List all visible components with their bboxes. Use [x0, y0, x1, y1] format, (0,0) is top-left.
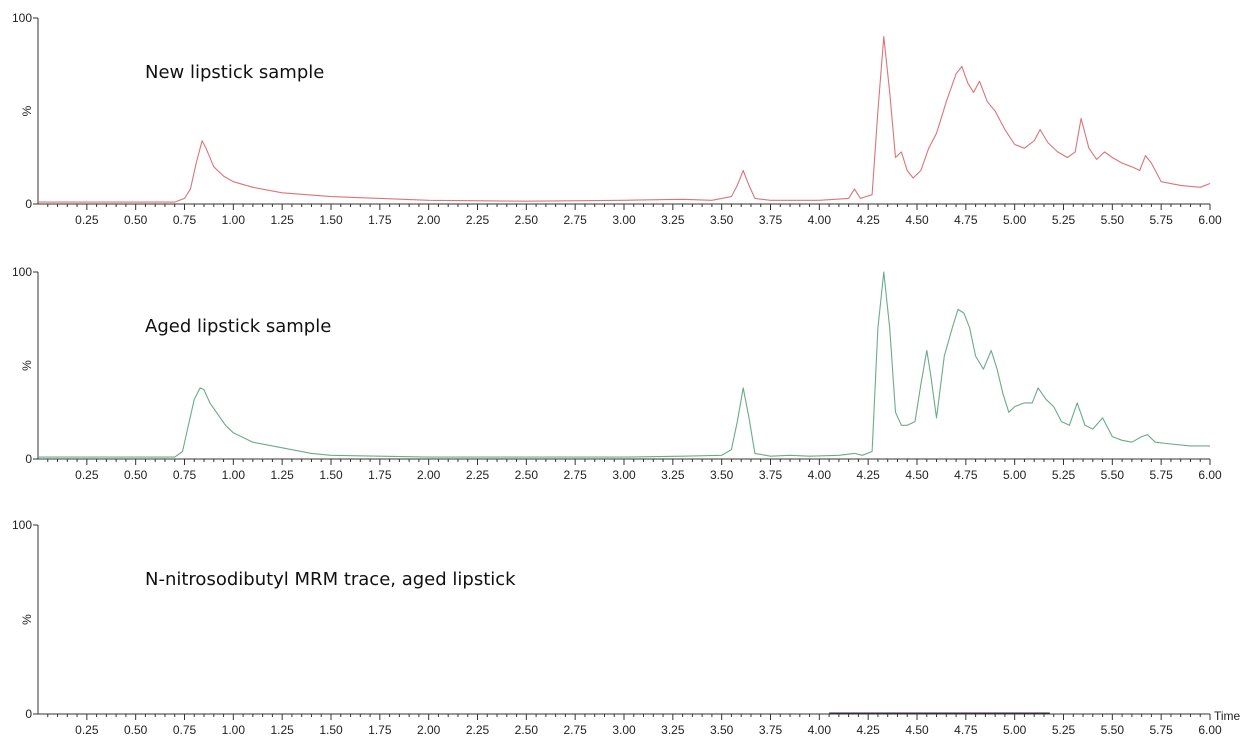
x-tick-label: 2.00: [417, 723, 441, 737]
x-tick-label: 1.75: [368, 468, 392, 482]
x-tick-label: 2.00: [417, 468, 441, 482]
x-tick-label: 6.00: [1198, 723, 1222, 737]
x-tick-label: 4.25: [856, 213, 880, 227]
panel-new-lipstick: 0 100% 0.25 0.50 0.75 1.00 1.25 1.50 1.75 2.00 2.2…: [12, 11, 1222, 227]
panel-aged-lipstick: 0 100% 0.25 0.50 0.75 1.00 1.25 1.50 1.75 2.00 2.2…: [12, 265, 1222, 482]
y-tick-label: 100: [12, 518, 32, 532]
x-tick-label: 1.75: [368, 723, 392, 737]
x-tick-label: 1.25: [270, 468, 294, 482]
x-tick-label: 4.75: [954, 468, 978, 482]
x-tick-label: 3.75: [759, 723, 783, 737]
x-tick-label: 4.00: [808, 723, 832, 737]
x-tick-label: 3.00: [612, 723, 636, 737]
y-tick-label: 0: [25, 197, 32, 211]
x-tick-label: 2.25: [466, 723, 490, 737]
x-tick-label: 4.25: [856, 723, 880, 737]
trace-line: [38, 36, 1211, 203]
y-axis-label: %: [20, 105, 34, 116]
x-tick-label: 0.75: [173, 468, 197, 482]
x-tick-label: 1.50: [319, 723, 343, 737]
x-axis-label: Time: [1214, 709, 1241, 723]
x-tick-label: 5.75: [1149, 723, 1173, 737]
x-tick-label: 5.25: [1052, 468, 1076, 482]
x-tick-label: 3.50: [710, 468, 734, 482]
x-tick-label: 2.75: [563, 213, 587, 227]
x-tick-label: 2.50: [515, 213, 539, 227]
x-tick-label: 2.50: [515, 468, 539, 482]
y-axis-label: %: [20, 360, 34, 371]
x-tick-label: 5.50: [1101, 723, 1125, 737]
x-tick-label: 3.00: [612, 468, 636, 482]
x-tick-label: 0.50: [124, 468, 148, 482]
x-tick-label: 2.00: [417, 213, 441, 227]
x-tick-label: 4.00: [808, 213, 832, 227]
x-tick-label: 1.50: [319, 213, 343, 227]
x-tick-label: 0.75: [173, 213, 197, 227]
x-tick-label: 1.00: [222, 468, 246, 482]
x-tick-label: 1.75: [368, 213, 392, 227]
panel-title: N-nitrosodibutyl MRM trace, aged lipstic…: [145, 569, 516, 590]
x-tick-label: 3.25: [661, 723, 685, 737]
x-tick-label: 2.75: [563, 723, 587, 737]
x-tick-label: 0.50: [124, 723, 148, 737]
x-tick-label: 3.25: [661, 213, 685, 227]
y-tick-label: 100: [12, 265, 32, 279]
x-tick-label: 5.50: [1101, 213, 1125, 227]
x-tick-label: 4.75: [954, 213, 978, 227]
x-tick-label: 0.50: [124, 213, 148, 227]
x-tick-label: 1.00: [222, 213, 246, 227]
panel-title: New lipstick sample: [145, 62, 324, 83]
x-tick-label: 6.00: [1198, 213, 1222, 227]
x-tick-label: 3.00: [612, 213, 636, 227]
x-tick-label: 5.00: [1003, 213, 1027, 227]
x-tick-label: 4.50: [905, 723, 929, 737]
y-axis-label: %: [20, 614, 34, 625]
panel-title: Aged lipstick sample: [145, 316, 331, 337]
x-tick-label: 2.75: [563, 468, 587, 482]
x-tick-label: 3.50: [710, 723, 734, 737]
x-tick-label: 0.25: [75, 723, 99, 737]
x-tick-label: 1.50: [319, 468, 343, 482]
x-tick-label: 5.75: [1149, 213, 1173, 227]
x-tick-label: 2.25: [466, 468, 490, 482]
x-tick-label: 0.25: [75, 468, 99, 482]
x-tick-label: 6.00: [1198, 468, 1222, 482]
x-tick-label: 4.00: [808, 468, 832, 482]
x-tick-label: 2.25: [466, 213, 490, 227]
x-tick-label: 2.50: [515, 723, 539, 737]
x-tick-label: 0.25: [75, 213, 99, 227]
y-tick-label: 100: [12, 11, 32, 25]
y-tick-label: 0: [25, 452, 32, 466]
x-tick-label: 5.00: [1003, 723, 1027, 737]
x-tick-label: 4.50: [905, 468, 929, 482]
trace-line: [38, 271, 1210, 458]
x-tick-label: 1.00: [222, 723, 246, 737]
x-tick-label: 1.25: [270, 213, 294, 227]
x-tick-label: 5.75: [1149, 468, 1173, 482]
x-tick-label: 3.75: [759, 468, 783, 482]
x-tick-label: 4.75: [954, 723, 978, 737]
x-tick-label: 5.25: [1052, 723, 1076, 737]
x-tick-label: 3.50: [710, 213, 734, 227]
y-tick-label: 0: [25, 707, 32, 721]
x-tick-label: 5.50: [1101, 468, 1125, 482]
x-tick-label: 5.00: [1003, 468, 1027, 482]
x-tick-label: 4.50: [905, 213, 929, 227]
x-tick-label: 0.75: [173, 723, 197, 737]
x-tick-label: 1.25: [270, 723, 294, 737]
x-tick-label: 3.25: [661, 468, 685, 482]
x-tick-label: 4.25: [856, 468, 880, 482]
x-tick-label: 3.75: [759, 213, 783, 227]
panel-mrm-trace: 0 100% 0.25 0.50 0.75 1.00 1.25 1.50 1.75 2.00 2.2…: [12, 518, 1241, 737]
x-tick-label: 5.25: [1052, 213, 1076, 227]
